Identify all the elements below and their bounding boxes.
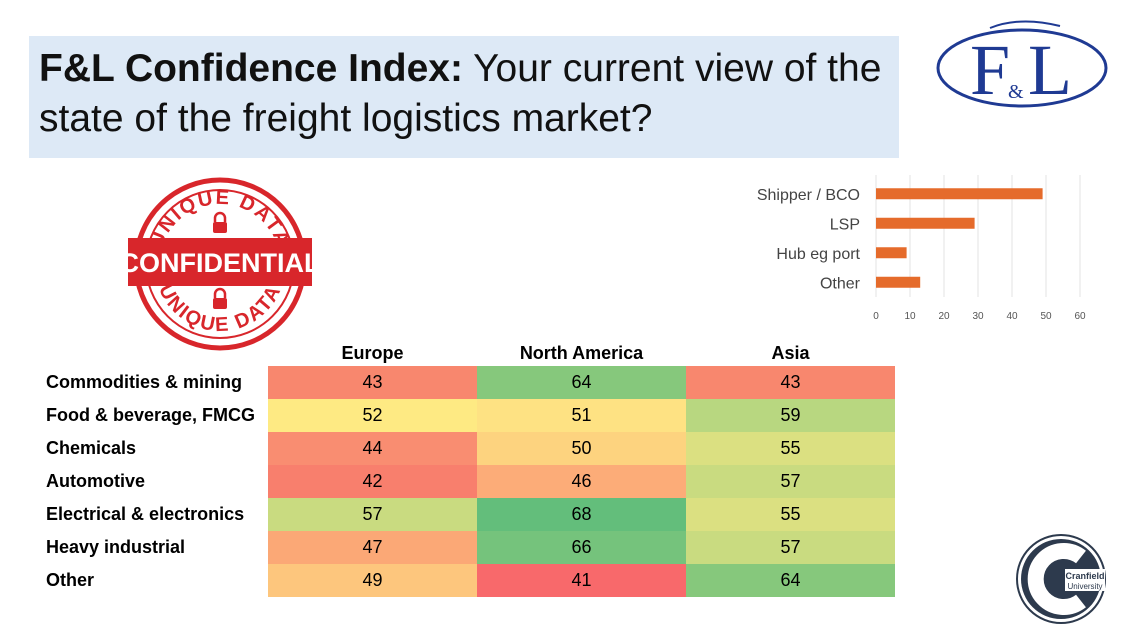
row-label: Electrical & electronics (40, 498, 268, 531)
logo-amp: & (1008, 81, 1024, 103)
bar (876, 276, 921, 288)
lock-icon (213, 211, 227, 233)
heat-cell: 57 (268, 498, 477, 531)
row-label: Heavy industrial (40, 531, 268, 564)
bar (876, 217, 975, 229)
heat-cell: 47 (268, 531, 477, 564)
heat-cell: 44 (268, 432, 477, 465)
heat-cell: 49 (268, 564, 477, 597)
x-tick-label: 30 (972, 311, 984, 322)
logo-l: L (1028, 30, 1072, 110)
cranfield-line2: University (1067, 582, 1102, 591)
heat-cell: 43 (268, 366, 477, 399)
table-row: Electrical & electronics 57 68 55 (40, 498, 895, 531)
x-tick-label: 20 (938, 311, 950, 322)
heat-cell: 55 (686, 432, 895, 465)
table-row: Food & beverage, FMCG 52 51 59 (40, 399, 895, 432)
heat-cell: 41 (477, 564, 686, 597)
heat-cell: 59 (686, 399, 895, 432)
confidence-heatmap: Europe North America Asia Commodities & mi… (40, 340, 895, 597)
table-row: Chemicals 44 50 55 (40, 432, 895, 465)
heat-cell: 68 (477, 498, 686, 531)
heat-cell: 57 (686, 465, 895, 498)
table-row: Commodities & mining 43 64 43 (40, 366, 895, 399)
heat-cell: 50 (477, 432, 686, 465)
row-label: Chemicals (40, 432, 268, 465)
heat-cell: 64 (686, 564, 895, 597)
heat-cell: 66 (477, 531, 686, 564)
heat-cell: 55 (686, 498, 895, 531)
page-title: F&L Confidence Index: Your current view … (39, 44, 889, 144)
category-label: LSP (830, 216, 860, 233)
x-tick-label: 10 (904, 311, 916, 322)
logo-f: F (970, 30, 1010, 110)
category-label: Other (820, 275, 861, 292)
heat-cell: 52 (268, 399, 477, 432)
table-row: Other 49 41 64 (40, 564, 895, 597)
x-tick-label: 40 (1006, 311, 1018, 322)
x-tick-label: 60 (1074, 311, 1086, 322)
row-label: Commodities & mining (40, 366, 268, 399)
bar (876, 188, 1043, 200)
category-label: Hub eg port (776, 246, 860, 263)
confidential-stamp: UNIQUE DATA UNIQUE DATA CONFIDENTIAL (120, 177, 320, 351)
table-row: Heavy industrial 47 66 57 (40, 531, 895, 564)
title-rest: Your current view of the state of the fr… (39, 47, 882, 140)
fl-logo: F & L (936, 20, 1108, 110)
title-banner: F&L Confidence Index: Your current view … (29, 36, 899, 158)
lock-icon (213, 287, 227, 309)
heat-cell: 57 (686, 531, 895, 564)
corner-cell (40, 340, 268, 366)
column-header: Asia (771, 342, 810, 363)
cranfield-line1: Cranfield (1065, 571, 1104, 581)
title-bold: F&L Confidence Index: (39, 47, 463, 90)
bar (876, 247, 907, 259)
row-label: Other (40, 564, 268, 597)
category-label: Shipper / BCO (757, 187, 860, 204)
row-label: Food & beverage, FMCG (40, 399, 268, 432)
cranfield-logo: Cranfield University (1016, 534, 1106, 624)
heat-cell: 43 (686, 366, 895, 399)
stamp-center-text: CONFIDENTIAL (120, 248, 320, 278)
heat-cell: 51 (477, 399, 686, 432)
column-header: North America (519, 342, 644, 363)
heat-cell: 42 (268, 465, 477, 498)
heat-cell: 46 (477, 465, 686, 498)
respondent-bar-chart: Shipper / BCO LSP Hub eg port Other 0 10 20 30… (757, 175, 1086, 322)
column-header: Europe (341, 342, 404, 363)
row-label: Automotive (40, 465, 268, 498)
x-tick-label: 50 (1040, 311, 1052, 322)
table-row: Automotive 42 46 57 (40, 465, 895, 498)
x-tick-label: 0 (873, 311, 879, 322)
heat-cell: 64 (477, 366, 686, 399)
